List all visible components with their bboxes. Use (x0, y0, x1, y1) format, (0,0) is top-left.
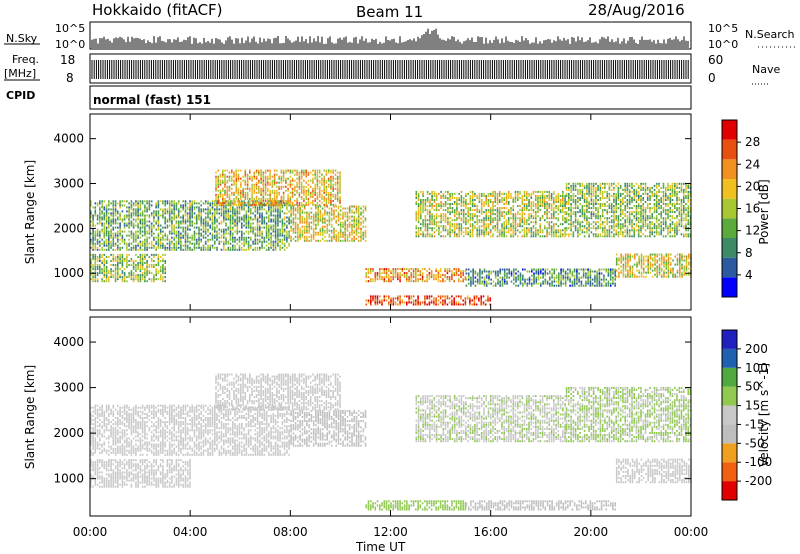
xtick-label: 00:00 (674, 525, 709, 539)
xtick-label: 08:00 (273, 525, 308, 539)
power-panel: 1000 2000 3000 4000 Slant Range [km] (23, 113, 692, 311)
velocity-echo-region-7 (565, 386, 692, 443)
power-colorbar: 28 24 20 16 12 8 4 Power [dB] (721, 119, 771, 298)
velocity-echo-region-5 (415, 395, 566, 443)
velocity-cbar-tick: -50 (745, 436, 765, 450)
velocity-ytick-label: 3000 (53, 381, 84, 395)
velocity-echo-region-0 (90, 459, 191, 488)
power-echo-region-9 (615, 253, 692, 278)
power-cbar-label: Power [dB] (757, 179, 771, 244)
nave-label: Nave (752, 63, 780, 76)
beam-label: Beam 11 (356, 3, 423, 21)
velocity-echo-region-2 (215, 373, 341, 411)
power-echo-region-1 (90, 200, 290, 251)
nsky-trace (91, 28, 689, 48)
power-ytick-label: 2000 (53, 221, 84, 235)
velocity-cbar-tick: 100 (745, 361, 768, 375)
date-label: 28/Aug/2016 (588, 1, 685, 19)
freq-label: Freq. (12, 53, 39, 66)
power-cbar-tick: 4 (745, 268, 753, 282)
nave-tick-low: 0 (708, 71, 716, 85)
power-cbar-tick: 24 (745, 157, 760, 171)
velocity-ylabel: Slant Range [km] (23, 365, 37, 469)
nsky-panel (89, 21, 692, 50)
freq-panel (89, 53, 692, 84)
power-echo-region-6 (415, 190, 566, 238)
cpid-value: normal (fast) 151 (93, 93, 211, 107)
freq-trace (91, 60, 689, 79)
velocity-echo-region-1 (90, 404, 290, 456)
cpid-label: CPID (6, 89, 35, 102)
velocity-cbar-label: Velocity [m s^-1] (757, 363, 771, 467)
velocity-echo-region-4 (365, 500, 467, 511)
power-echoes (90, 169, 692, 306)
power-cbar-tick: 16 (745, 202, 760, 216)
xtick-label: 12:00 (373, 525, 408, 539)
power-ylabel: Slant Range [km] (23, 160, 37, 264)
velocity-colorbar: 200 100 50 15 -15 -50 -100 -200 Velocity [m s^-… (721, 329, 772, 501)
power-ytick-label: 3000 (53, 177, 84, 191)
power-cbar-tick: 28 (745, 135, 760, 149)
radar-title: Hokkaido (fitACF) (92, 1, 223, 19)
xtick-label: 20:00 (574, 525, 609, 539)
freq-tick-low: 8 (66, 71, 74, 85)
velocity-ytick-label: 1000 (53, 472, 84, 486)
nave-tick-high: 60 (708, 53, 723, 67)
xtick-label: 00:00 (73, 525, 108, 539)
xtick-label: 04:00 (173, 525, 208, 539)
power-echo-region-8 (565, 182, 692, 238)
velocity-echo-region-6 (465, 500, 616, 511)
power-ytick-label: 4000 (53, 132, 84, 146)
velocity-cbar-tick: -15 (745, 417, 765, 431)
velocity-echoes (90, 373, 692, 511)
power-echo-region-5 (365, 295, 491, 306)
nsky-right-tick-high: 10^5 (708, 22, 738, 35)
xlabel: Time UT (355, 540, 406, 554)
cpid-panel (89, 85, 692, 110)
power-echo-region-3 (290, 205, 367, 242)
velocity-panel: 1000 2000 3000 4000 Slant Range [km] (23, 316, 692, 517)
freq-unit: [MHz] (4, 67, 36, 80)
velocity-ytick-label: 2000 (53, 426, 84, 440)
velocity-cbar-tick: -200 (745, 474, 772, 488)
velocity-echo-region-3 (290, 409, 367, 447)
nsky-tick-high: 10^5 (55, 22, 85, 35)
nsky-label: N.Sky (6, 32, 38, 45)
freq-tick-high: 18 (60, 53, 75, 67)
nsky-tick-low: 10^0 (55, 38, 85, 51)
power-echo-region-7 (465, 268, 616, 287)
power-cbar-tick: 12 (745, 224, 760, 238)
power-cbar-tick: 8 (745, 246, 753, 260)
velocity-cbar-tick: -100 (745, 455, 772, 469)
power-echo-region-4 (365, 268, 467, 283)
velocity-cbar-tick: 50 (745, 380, 760, 394)
power-ytick-label: 1000 (53, 266, 84, 280)
velocity-ytick-label: 4000 (53, 335, 84, 349)
nsearch-label: N.Search (745, 28, 795, 41)
power-echo-region-2 (215, 169, 341, 206)
power-cbar-tick: 20 (745, 179, 760, 193)
power-echo-region-0 (90, 253, 166, 283)
xtick-label: 16:00 (473, 525, 508, 539)
velocity-cbar-tick: 200 (745, 342, 768, 356)
velocity-cbar-tick: 15 (745, 399, 760, 413)
nsky-right-tick-low: 10^0 (708, 38, 738, 51)
